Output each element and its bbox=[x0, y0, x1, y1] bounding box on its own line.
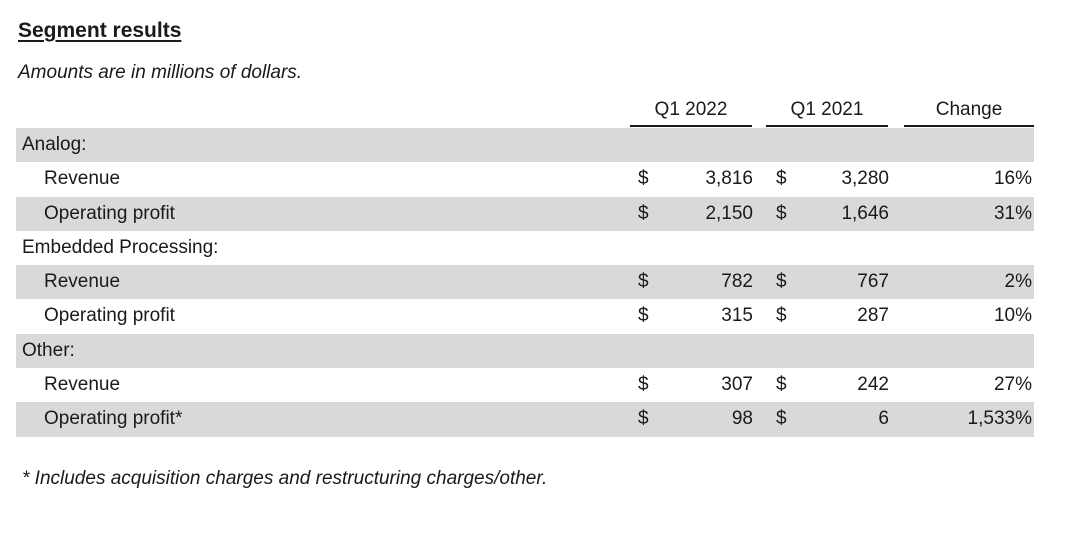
change-percent: 16% bbox=[993, 168, 1032, 190]
currency-symbol: $ bbox=[638, 271, 649, 293]
row-label: Revenue bbox=[44, 271, 121, 293]
currency-symbol: $ bbox=[776, 168, 787, 190]
value-q1-2021: 767 bbox=[857, 271, 889, 293]
currency-symbol: $ bbox=[776, 305, 787, 327]
value-q1-2022: 782 bbox=[721, 271, 753, 293]
table-row: Revenue $782 $767 2% bbox=[16, 265, 1034, 300]
value-q1-2021: 287 bbox=[857, 305, 889, 327]
page-subtitle: Amounts are in millions of dollars. bbox=[18, 62, 303, 83]
value-q1-2022: 98 bbox=[731, 408, 753, 430]
page-title: Segment results bbox=[18, 19, 182, 42]
value-q1-2022: 315 bbox=[721, 305, 753, 327]
value-q1-2022: 2,150 bbox=[705, 202, 753, 224]
row-label: Revenue bbox=[44, 374, 121, 396]
currency-symbol: $ bbox=[776, 408, 787, 430]
column-header-q1-2021: Q1 2021 bbox=[766, 99, 888, 127]
segment-name: Analog: bbox=[22, 134, 87, 155]
table-row: Operating profit $2,150 $1,646 31% bbox=[16, 196, 1034, 231]
segment-header-row: Other: bbox=[16, 333, 1034, 369]
column-header-q1-2022: Q1 2022 bbox=[630, 99, 752, 127]
change-percent: 27% bbox=[993, 374, 1032, 396]
change-percent: 10% bbox=[993, 305, 1032, 327]
column-header-change: Change bbox=[904, 99, 1034, 127]
table-row: Operating profit $315 $287 10% bbox=[16, 299, 1034, 333]
table-row: Operating profit* $98 $6 1,533% bbox=[16, 402, 1034, 437]
currency-symbol: $ bbox=[638, 305, 649, 327]
currency-symbol: $ bbox=[776, 202, 787, 224]
value-q1-2021: 3,280 bbox=[841, 168, 889, 190]
table-row: Revenue $307 $242 27% bbox=[16, 368, 1034, 402]
footnote: * Includes acquisition charges and restr… bbox=[22, 468, 548, 489]
row-label: Revenue bbox=[44, 168, 121, 190]
value-q1-2021: 6 bbox=[878, 408, 889, 430]
segment-name: Embedded Processing: bbox=[22, 236, 219, 258]
change-percent: 1,533% bbox=[967, 408, 1032, 430]
segment-table: Analog: Revenue $3,816 $3,280 16% Operating p… bbox=[16, 128, 1034, 437]
currency-symbol: $ bbox=[638, 374, 649, 396]
segment-header-row: Embedded Processing: bbox=[16, 231, 1034, 265]
segment-name: Other: bbox=[22, 339, 75, 361]
segment-header-row: Analog: bbox=[16, 128, 1034, 163]
currency-symbol: $ bbox=[776, 271, 787, 293]
currency-symbol: $ bbox=[776, 374, 787, 396]
currency-symbol: $ bbox=[638, 168, 649, 190]
change-percent: 31% bbox=[993, 202, 1032, 224]
table-row: Revenue $3,816 $3,280 16% bbox=[16, 162, 1034, 196]
value-q1-2021: 242 bbox=[857, 374, 889, 396]
row-label: Operating profit bbox=[44, 202, 175, 224]
currency-symbol: $ bbox=[638, 202, 649, 224]
row-label: Operating profit* bbox=[44, 408, 183, 430]
change-percent: 2% bbox=[1004, 271, 1032, 293]
row-label: Operating profit bbox=[44, 305, 175, 327]
currency-symbol: $ bbox=[638, 408, 649, 430]
value-q1-2021: 1,646 bbox=[841, 202, 889, 224]
value-q1-2022: 307 bbox=[721, 374, 753, 396]
value-q1-2022: 3,816 bbox=[705, 168, 753, 190]
